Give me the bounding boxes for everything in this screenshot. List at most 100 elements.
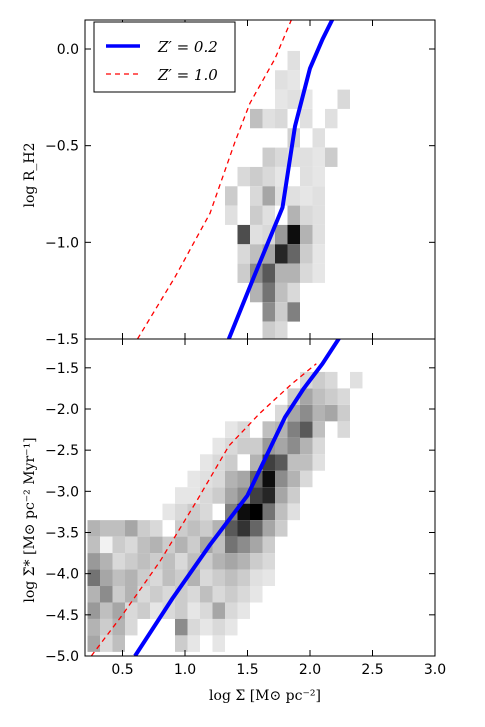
bottom-heatmap-cell <box>87 586 100 603</box>
bottom-heatmap-cell <box>287 421 300 438</box>
bottom-heatmap-cell <box>150 602 163 619</box>
bottom-heatmap-cell <box>225 553 238 570</box>
bottom-heatmap-cell <box>287 437 300 455</box>
bottom-y-tick-label: −4.5 <box>45 608 79 624</box>
bottom-y-tick-label: −1.5 <box>45 361 79 377</box>
bottom-heatmap-cell <box>237 569 250 587</box>
bottom-heatmap-cell <box>262 421 275 438</box>
bottom-heatmap-cell <box>175 553 188 570</box>
bottom-heatmap-cell <box>300 437 313 455</box>
bottom-heatmap-cell <box>100 520 113 537</box>
bottom-heatmap-cell <box>225 454 238 471</box>
bottom-heatmap-cell <box>225 437 238 455</box>
bottom-y-tick-label: −3.0 <box>45 484 79 500</box>
top-heatmap-cell <box>262 302 275 322</box>
bottom-heatmap-cell <box>212 437 225 455</box>
top-y-tick-label: 0.0 <box>57 42 79 58</box>
top-series-line-dashed <box>136 20 292 339</box>
bottom-heatmap-cell <box>212 520 225 537</box>
bottom-heatmap-cell <box>337 404 350 422</box>
bottom-heatmap-cell <box>312 388 325 405</box>
bottom-heatmap-cell <box>137 602 150 619</box>
bottom-heatmap-cell <box>262 569 275 587</box>
bottom-heatmap-cell <box>150 536 163 554</box>
top-heatmap-cell <box>287 302 300 322</box>
bottom-heatmap-cell <box>112 635 125 652</box>
bottom-heatmap-cell <box>275 520 288 537</box>
bottom-heatmap-cell <box>312 404 325 422</box>
bottom-heatmap-cell <box>112 586 125 603</box>
bottom-heatmap-cell <box>150 586 163 603</box>
bottom-heatmap-cell <box>225 618 238 636</box>
bottom-y-tick-label: −2.5 <box>45 443 79 459</box>
bottom-heatmap-cell <box>237 602 250 619</box>
bottom-x-tick-label: 2.5 <box>361 662 383 678</box>
bottom-heatmap-cell <box>175 602 188 619</box>
bottom-heatmap-cell <box>100 569 113 587</box>
bottom-heatmap-cell <box>137 520 150 537</box>
bottom-heatmap-cell <box>262 470 275 488</box>
bottom-heatmap-cell <box>337 421 350 438</box>
top-heatmap-cell <box>250 166 263 187</box>
top-series-line-solid <box>226 20 335 339</box>
top-y-tick-label: −1.5 <box>45 332 79 348</box>
bottom-heatmap-cell <box>112 602 125 619</box>
bottom-heatmap-cell <box>225 602 238 619</box>
top-heatmap-cell <box>275 263 288 283</box>
top-heatmap-cell <box>237 263 250 283</box>
bottom-heatmap-cell <box>212 536 225 554</box>
bottom-heatmap-cell <box>200 569 213 587</box>
top-heatmap-cell <box>262 166 275 187</box>
ticks: −1.5 −1.0 −0.5 0.0 −5.0 −4.5 −4.0 −3.5 −3.0 −2.5 −… <box>45 20 446 678</box>
top-heatmap-cell <box>237 244 250 264</box>
bottom-x-tick-label: 2.0 <box>299 662 321 678</box>
bottom-heatmap-cell <box>100 635 113 652</box>
bottom-heatmap-cell <box>225 487 238 504</box>
bottom-heatmap-cell <box>225 470 238 488</box>
bottom-heatmap-cell <box>187 635 200 652</box>
bottom-heatmap-cell <box>237 520 250 537</box>
bottom-heatmap-cell <box>112 520 125 537</box>
top-heatmap-cell <box>287 89 300 109</box>
bottom-heatmap-cell <box>212 635 225 652</box>
bottom-heatmap-cell <box>87 569 100 587</box>
bottom-heatmap-cell <box>175 503 188 521</box>
bottom-heatmap-cell <box>150 569 163 587</box>
bottom-heatmap-cell <box>87 602 100 619</box>
top-heatmap-cells <box>225 50 350 339</box>
top-heatmap-cell <box>287 50 300 71</box>
top-heatmap-cell <box>262 186 275 206</box>
bottom-heatmap-cell <box>150 553 163 570</box>
bottom-heatmap-cell <box>212 454 225 471</box>
top-heatmap-cell <box>275 70 288 90</box>
bottom-y-tick-label: −4.0 <box>45 567 79 583</box>
bottom-heatmap-cell <box>212 569 225 587</box>
top-heatmap-cell <box>312 128 325 148</box>
bottom-heatmap-cell <box>212 553 225 570</box>
top-heatmap-cell <box>312 224 325 245</box>
bottom-heatmap-cell <box>100 602 113 619</box>
bottom-heatmap-cell <box>325 371 338 389</box>
bottom-heatmap-cell <box>112 553 125 570</box>
top-heatmap-cell <box>225 186 238 206</box>
bottom-heatmap-cell <box>87 635 100 652</box>
top-y-axis-label: log R_H2 <box>22 143 38 208</box>
bottom-heatmap-cell <box>300 404 313 422</box>
bottom-heatmap-cell <box>212 618 225 636</box>
bottom-heatmap-cell <box>87 520 100 537</box>
bottom-heatmap-cells <box>87 371 363 652</box>
top-heatmap-cell <box>300 244 313 264</box>
top-heatmap-cell <box>262 321 275 339</box>
top-heatmap-cell <box>300 108 313 129</box>
bottom-heatmap-cell <box>112 569 125 587</box>
bottom-heatmap-cell <box>187 520 200 537</box>
bottom-heatmap-cell <box>162 503 175 521</box>
bottom-heatmap-cell <box>350 371 363 389</box>
top-heatmap-cell <box>325 108 338 129</box>
top-heatmap-cell <box>300 166 313 187</box>
bottom-heatmap-cell <box>100 553 113 570</box>
top-heatmap-cell <box>287 282 300 303</box>
bottom-heatmap-cell <box>162 553 175 570</box>
top-heatmap-cell <box>250 186 263 206</box>
